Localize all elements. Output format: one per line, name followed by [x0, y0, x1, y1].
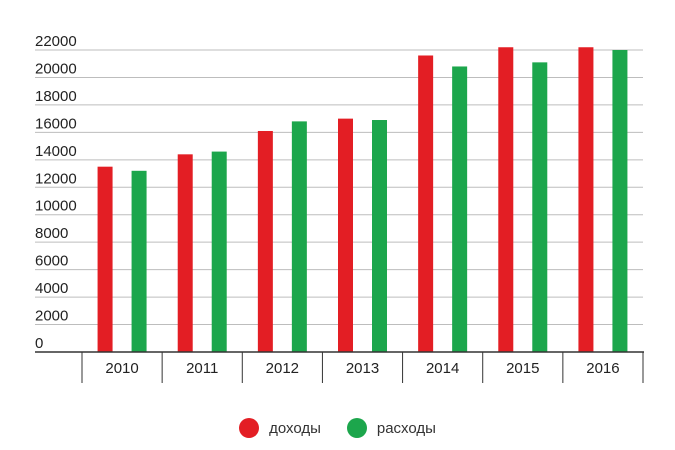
bar-income-2013	[338, 118, 353, 353]
x-tick-label: 2013	[346, 360, 379, 377]
bar-expenses-2016	[612, 50, 628, 352]
legend-label-expenses: расходы	[376, 419, 436, 437]
legend: доходы расходы	[0, 412, 675, 444]
x-tick-label: 2011	[186, 360, 218, 377]
y-tick-label: 22000	[35, 33, 77, 50]
bar-expenses-2012	[291, 121, 307, 352]
y-tick-label: 12000	[35, 170, 77, 187]
bar-income-2012	[257, 130, 273, 352]
bar-expenses-2015	[532, 62, 548, 352]
y-tick-label: 20000	[35, 60, 77, 77]
bar-income-2016	[578, 47, 594, 352]
legend-label-income: доходы	[269, 419, 321, 437]
x-tick-label: 2015	[506, 360, 539, 377]
y-tick-label: 16000	[35, 115, 77, 132]
bar-income-2014	[418, 55, 434, 353]
y-tick-label: 10000	[35, 198, 77, 215]
x-tick-label: 2014	[426, 360, 459, 377]
bar-income-2015	[498, 47, 514, 352]
y-tick-label: 6000	[35, 253, 68, 270]
x-tick-label: 2012	[266, 360, 299, 377]
bar-expenses-2014	[452, 66, 468, 353]
y-tick-label: 4000	[35, 280, 68, 297]
bar-income-2010	[97, 166, 113, 352]
legend-item-expenses: расходы	[346, 418, 436, 438]
legend-swatch-income	[239, 418, 260, 438]
bar-expenses-2011	[211, 151, 227, 352]
x-tick-label: 2016	[586, 360, 619, 377]
x-tick-label: 2010	[105, 360, 138, 377]
y-tick-label: 2000	[35, 308, 68, 325]
y-tick-label: 14000	[35, 143, 77, 160]
y-tick-label: 18000	[35, 88, 77, 105]
bar-income-2011	[177, 154, 193, 352]
legend-item-income: доходы	[239, 418, 321, 438]
legend-swatch-expenses	[346, 418, 367, 438]
y-tick-label: 8000	[35, 225, 68, 242]
y-tick-label: 0	[35, 335, 43, 352]
bar-expenses-2013	[372, 120, 387, 352]
bar-expenses-2010	[131, 170, 147, 352]
